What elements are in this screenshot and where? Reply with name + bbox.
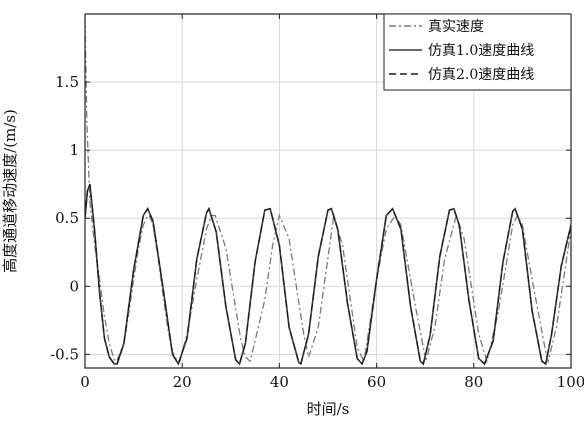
x-tick-label: 80 xyxy=(464,373,483,391)
x-tick-label: 0 xyxy=(80,373,90,391)
y-axis-title: 高度通道移动速度/(m/s) xyxy=(1,109,19,273)
legend-label: 真实速度 xyxy=(428,19,484,35)
x-tick-label: 100 xyxy=(557,373,584,391)
legend-label: 仿真1.0速度曲线 xyxy=(428,43,534,59)
legend-label: 仿真2.0速度曲线 xyxy=(428,67,534,83)
x-tick-label: 20 xyxy=(173,373,192,391)
y-tick-label: 0.5 xyxy=(55,209,79,227)
plot-frame xyxy=(84,13,572,369)
y-tick-label: 1 xyxy=(69,141,79,159)
series-line-1 xyxy=(85,20,571,364)
x-axis-title: 时间/s xyxy=(307,400,350,418)
series-group xyxy=(85,20,571,366)
y-tick-label: -0.5 xyxy=(50,345,79,363)
series-line-3 xyxy=(85,183,571,366)
y-tick-label: 0 xyxy=(69,277,79,295)
tick-marks xyxy=(84,14,572,368)
x-tick-label: 40 xyxy=(270,373,289,391)
x-tick-label: 60 xyxy=(367,373,386,391)
tick-labels: 0 20 40 60 80 100-0.500.511.5 xyxy=(50,73,584,391)
y-tick-label: 1.5 xyxy=(55,73,79,91)
